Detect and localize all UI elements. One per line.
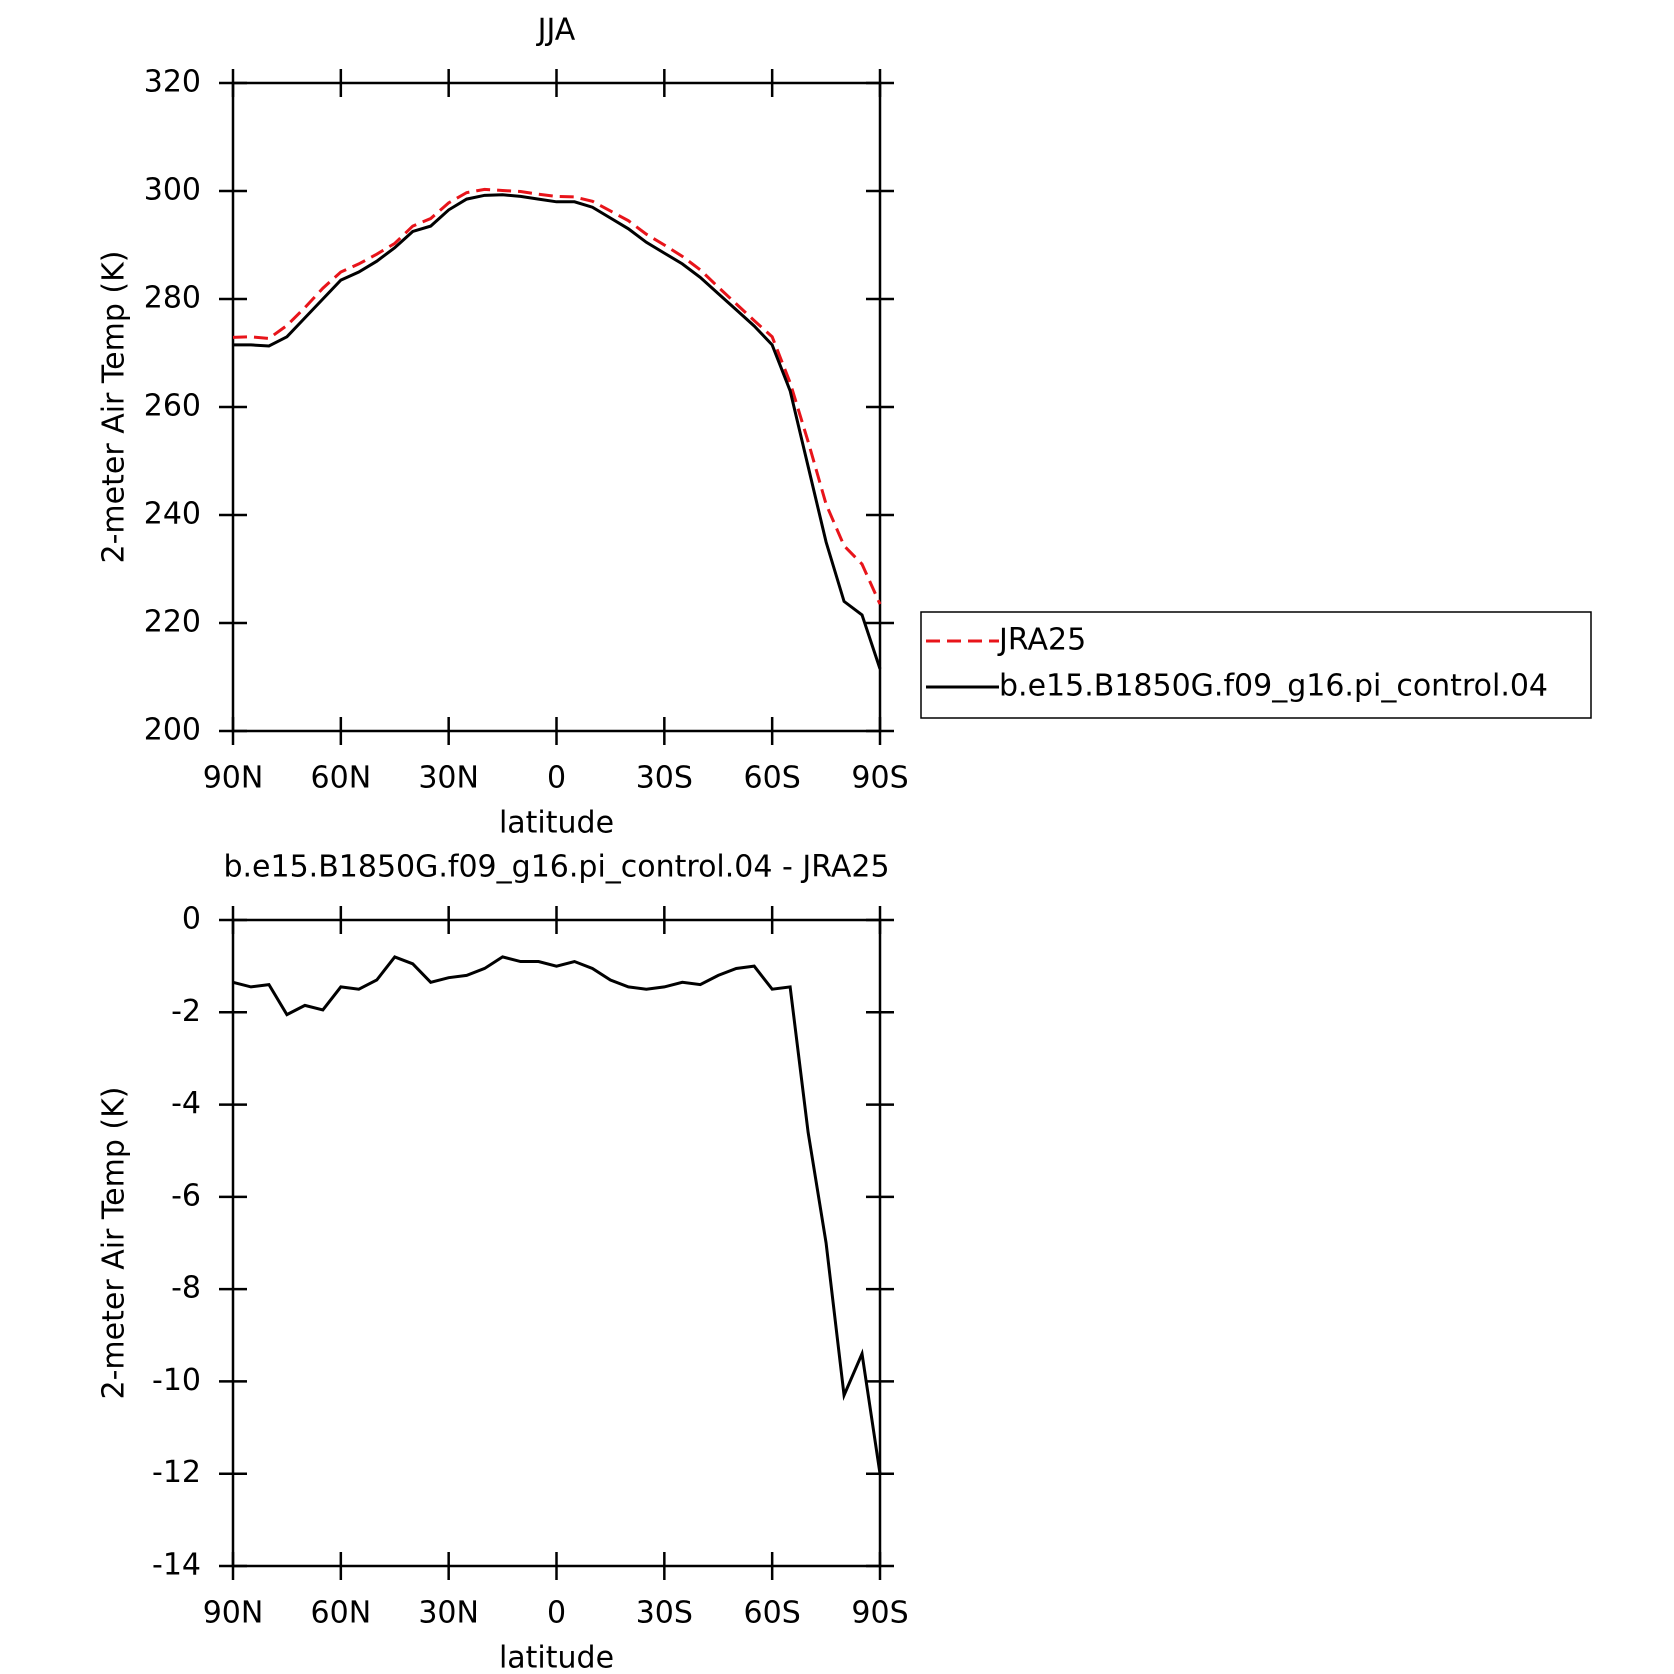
x-tick-label: 30S bbox=[636, 1596, 693, 1631]
y-tick-label: 220 bbox=[144, 605, 201, 640]
x-tick-label: 30S bbox=[636, 761, 693, 796]
x-tick-label: 60S bbox=[744, 761, 801, 796]
x-tick-label: 30N bbox=[418, 1596, 479, 1631]
y-axis-label: 2-meter Air Temp (K) bbox=[97, 251, 132, 564]
y-tick-label: 260 bbox=[144, 389, 201, 424]
legend-label: b.e15.B1850G.f09_g16.pi_control.04 bbox=[999, 669, 1548, 704]
x-tick-label: 90S bbox=[851, 761, 908, 796]
x-axis-label: latitude bbox=[499, 806, 614, 841]
legend-box bbox=[920, 611, 1592, 719]
x-tick-label: 0 bbox=[547, 761, 566, 796]
data-line bbox=[233, 193, 882, 670]
y-tick-label: 0 bbox=[182, 902, 201, 937]
y-tick-label: 280 bbox=[144, 281, 201, 316]
y-tick-label: -10 bbox=[152, 1363, 201, 1398]
x-axis-label: latitude bbox=[499, 1641, 614, 1674]
y-tick-label: -6 bbox=[171, 1178, 201, 1213]
y-axis-label: 2-meter Air Temp (K) bbox=[97, 1087, 132, 1400]
data-line bbox=[232, 955, 882, 1474]
x-tick-label: 90N bbox=[203, 1596, 264, 1631]
y-tick-label: -12 bbox=[152, 1455, 201, 1490]
x-tick-label: 90S bbox=[851, 1596, 908, 1631]
y-tick-label: 320 bbox=[144, 65, 201, 100]
chart-title: JJA bbox=[536, 13, 576, 48]
plot-frame bbox=[231, 81, 882, 733]
x-tick-label: 30N bbox=[418, 761, 479, 796]
plot-frame bbox=[231, 918, 882, 1568]
data-line bbox=[232, 187, 882, 605]
y-tick-label: 300 bbox=[144, 173, 201, 208]
y-tick-label: 200 bbox=[144, 713, 201, 748]
x-tick-label: 0 bbox=[547, 1596, 566, 1631]
y-tick-label: -8 bbox=[171, 1271, 201, 1306]
x-tick-label: 90N bbox=[203, 761, 264, 796]
y-tick-label: -2 bbox=[171, 994, 201, 1029]
x-tick-label: 60N bbox=[311, 1596, 372, 1631]
y-tick-label: -14 bbox=[152, 1548, 201, 1583]
x-tick-label: 60S bbox=[744, 1596, 801, 1631]
y-tick-label: 240 bbox=[144, 497, 201, 532]
chart-title: b.e15.B1850G.f09_g16.pi_control.04 - JRA… bbox=[223, 850, 889, 885]
x-tick-label: 60N bbox=[311, 761, 372, 796]
legend-label: JRA25 bbox=[997, 623, 1086, 658]
y-tick-label: -4 bbox=[171, 1086, 201, 1121]
